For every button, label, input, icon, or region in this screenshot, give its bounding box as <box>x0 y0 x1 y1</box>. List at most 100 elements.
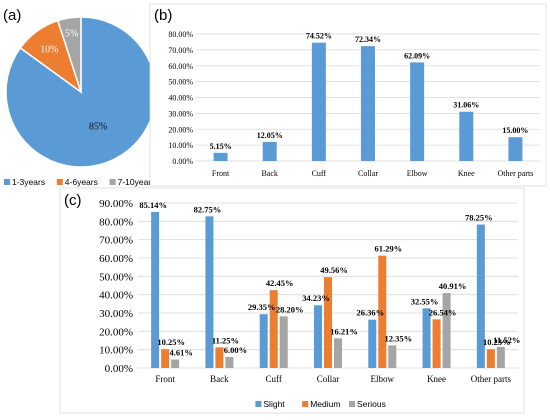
bar-Slight-Other parts <box>476 224 485 368</box>
legend-swatch-7-10years <box>109 179 116 185</box>
bar-Back <box>262 141 277 161</box>
y-tick-label: 30.00% <box>99 308 133 320</box>
chart-c-categories: Front Back Cuff Collar Elbow Knee Other parts <box>155 374 511 384</box>
bar-Collar <box>361 46 375 162</box>
x-category-label: Other parts <box>471 374 512 384</box>
legend-swatch-Medium <box>302 401 309 407</box>
bar-data-label: 34.23% <box>302 293 330 303</box>
legend-swatch-4-6years <box>56 179 63 185</box>
bar-Cuff <box>311 42 326 161</box>
panel-c-label: (c) <box>64 192 82 209</box>
legend-entry: 1-3years <box>12 177 45 187</box>
chart-b-data-labels: 5.15% 12.05% 74.52% 72.34% 62.09% 31.06% 15.00… <box>210 32 529 151</box>
panel-a: (a) 85% 10% 5% 1-3years 4-6years 7-10years <box>0 0 158 195</box>
bar-data-label: 40.91% <box>439 281 467 291</box>
y-tick-label: 60.00% <box>99 253 133 265</box>
pie-labels: 85% 10% 5% <box>40 29 107 133</box>
bar-data-label: 49.56% <box>320 265 348 275</box>
bar-data-label: 4.61% <box>169 348 192 358</box>
bar-Slight-Front <box>151 211 160 368</box>
y-tick-label: 10.00% <box>99 345 133 357</box>
x-category-label: Elbow <box>371 374 395 384</box>
bar-Serious-Back <box>225 357 234 368</box>
bar-data-label: 12.35% <box>384 333 412 343</box>
bar-Slight-Cuff <box>259 314 268 368</box>
y-tick-label: 70.00% <box>99 235 133 247</box>
bar-data-label: 72.34% <box>355 35 381 44</box>
bar-Medium-Back <box>215 347 224 368</box>
x-category-label: Cuff <box>312 169 327 178</box>
bar-Medium-Knee <box>432 319 441 368</box>
x-category-label: Back <box>210 374 229 384</box>
legend-swatch-Slight <box>255 401 262 407</box>
chart-b-y-ticks: 0.00% 10.00% 20.00% 30.00% 40.00% 50.00% 60.00… <box>168 30 193 166</box>
bar-data-label: 11.52% <box>493 335 520 345</box>
y-tick-label: 20.00% <box>168 125 193 134</box>
bar-Serious-Elbow <box>388 345 397 368</box>
y-tick-label: 50.00% <box>168 78 193 87</box>
bar-Serious-Other parts <box>496 346 505 368</box>
bar-Serious-Front <box>171 359 180 368</box>
bar-data-label: 29.35% <box>248 302 276 312</box>
bar-data-label: 32.55% <box>411 296 439 306</box>
legend-entry: 4-6years <box>65 177 98 187</box>
bar-data-label: 10.25% <box>157 337 185 347</box>
bar-Medium-Front <box>161 349 170 368</box>
y-tick-label: 0.00% <box>105 363 133 375</box>
legend-swatch-1-3years <box>4 179 10 185</box>
panel-a-label: (a) <box>3 7 21 24</box>
y-tick-label: 40.00% <box>99 290 133 302</box>
x-category-label: Elbow <box>407 169 428 178</box>
bar-Slight-Collar <box>314 305 322 368</box>
bar-data-label: 78.25% <box>465 213 493 223</box>
bar-data-label: 26.36% <box>356 308 384 318</box>
panel-c: (c) 0.00% 10.00% 20.00% 30.00% 40.00% 50.00% 6… <box>59 187 525 414</box>
x-category-label: Cuff <box>266 374 282 384</box>
pie-slices <box>5 16 157 168</box>
bar-data-label: 6.00% <box>224 345 247 355</box>
legend-swatch-Serious <box>349 401 355 407</box>
bar-data-label: 85.14% <box>139 200 167 210</box>
y-tick-label: 60.00% <box>168 62 193 71</box>
chart-c-legend: Slight Medium Serious <box>255 399 386 409</box>
y-tick-label: 20.00% <box>99 326 133 338</box>
x-category-label: Collar <box>358 169 378 178</box>
bar-Elbow <box>410 62 425 161</box>
bar-data-label: 10.23% <box>483 337 511 347</box>
bar-data-label: 12.05% <box>257 131 283 140</box>
bar-Knee <box>459 111 474 161</box>
bar-Front <box>213 152 228 161</box>
bar-data-label: 42.45% <box>266 278 294 288</box>
x-category-label: Knee <box>458 169 475 178</box>
x-category-label: Back <box>261 169 277 178</box>
bar-data-label: 26.54% <box>429 307 457 317</box>
bar-Serious-Knee <box>442 292 451 368</box>
bar-Medium-Elbow <box>378 255 387 368</box>
legend-entry: Medium <box>310 399 340 409</box>
y-tick-label: 90.00% <box>99 198 133 210</box>
panel-b-label: (b) <box>154 7 172 24</box>
bar-Slight-Back <box>205 216 214 368</box>
bar-data-label: 28.20% <box>276 304 304 314</box>
bar-Serious-Cuff <box>279 316 288 368</box>
y-tick-label: 80.00% <box>99 216 133 228</box>
y-tick-label: 30.00% <box>168 109 193 118</box>
chart-c-data-labels: 85.14% 10.25%4.61% 82.75% 11.25%6.00% 29.35%… <box>139 200 520 358</box>
bar-data-label: 62.09% <box>404 51 430 60</box>
bar-Slight-Knee <box>422 308 431 368</box>
bar-Slight-Elbow <box>368 319 377 368</box>
y-tick-label: 70.00% <box>168 46 193 55</box>
bar-data-label: 31.06% <box>453 101 479 110</box>
chart-b-categories: Front Back Cuff Collar Elbow Knee Other parts <box>212 169 533 178</box>
bar-Serious-Collar <box>334 338 342 368</box>
y-tick-label: 40.00% <box>168 94 193 103</box>
x-category-label: Front <box>212 169 230 178</box>
pie-value-label: 10% <box>40 44 58 55</box>
chart-b-bars <box>213 42 523 162</box>
x-category-label: Collar <box>317 374 340 384</box>
chart-c-y-ticks: 0.00% 10.00% 20.00% 30.00% 40.00% 50.00% 60.00… <box>99 198 133 375</box>
x-category-label: Knee <box>427 374 446 384</box>
pie-slice-7-10years <box>56 16 82 93</box>
y-tick-label: 50.00% <box>99 271 133 283</box>
